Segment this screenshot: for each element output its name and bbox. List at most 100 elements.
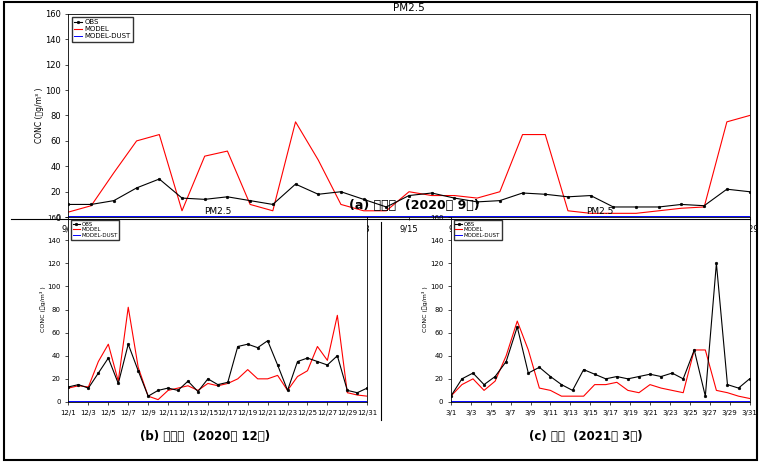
OBS bbox=[712, 261, 721, 266]
OBS bbox=[446, 393, 455, 399]
Y-axis label: CONC (㎍g/m³ ): CONC (㎍g/m³ ) bbox=[422, 286, 428, 333]
OBS bbox=[473, 199, 482, 205]
MODEL bbox=[540, 132, 549, 137]
Text: (b) 겨울철  (2020년 12월): (b) 겨울철 (2020년 12월) bbox=[141, 430, 270, 443]
OBS bbox=[657, 374, 666, 379]
OBS bbox=[609, 204, 618, 210]
MODEL bbox=[263, 376, 272, 382]
OBS bbox=[667, 371, 677, 376]
MODEL bbox=[450, 193, 459, 198]
MODEL-DUST bbox=[654, 213, 664, 219]
OBS bbox=[546, 374, 555, 379]
MODEL bbox=[177, 208, 186, 213]
MODEL-DUST bbox=[501, 398, 511, 404]
MODEL-DUST bbox=[183, 398, 193, 404]
Y-axis label: CONC (㎍g/m³ ): CONC (㎍g/m³ ) bbox=[34, 88, 43, 143]
OBS bbox=[701, 393, 710, 399]
MODEL bbox=[479, 388, 489, 393]
MODEL bbox=[253, 376, 263, 382]
Line: MODEL: MODEL bbox=[68, 307, 368, 400]
MODEL-DUST bbox=[557, 398, 566, 404]
MODEL bbox=[203, 381, 212, 386]
Title: PM2.5: PM2.5 bbox=[393, 3, 425, 13]
MODEL-DUST bbox=[563, 213, 572, 219]
MODEL-DUST bbox=[174, 398, 183, 404]
MODEL bbox=[246, 201, 255, 207]
OBS bbox=[405, 193, 414, 198]
MODEL-DUST bbox=[645, 398, 654, 404]
MODEL-DUST bbox=[491, 398, 500, 404]
MODEL bbox=[734, 393, 743, 399]
OBS bbox=[363, 385, 372, 391]
OBS bbox=[174, 388, 183, 393]
MODEL-DUST bbox=[293, 398, 302, 404]
MODEL bbox=[495, 189, 505, 195]
MODEL bbox=[283, 388, 292, 393]
OBS bbox=[557, 382, 566, 387]
MODEL bbox=[745, 395, 754, 401]
Line: OBS: OBS bbox=[450, 262, 751, 398]
MODEL bbox=[359, 208, 368, 213]
OBS bbox=[103, 355, 113, 361]
OBS bbox=[134, 368, 143, 373]
MODEL-DUST bbox=[333, 398, 342, 404]
MODEL bbox=[632, 211, 641, 216]
MODEL bbox=[352, 392, 361, 398]
OBS bbox=[64, 384, 73, 390]
MODEL-DUST bbox=[203, 398, 212, 404]
MODEL-DUST bbox=[314, 213, 323, 219]
OBS bbox=[64, 201, 73, 207]
OBS bbox=[94, 371, 103, 376]
OBS bbox=[233, 344, 242, 349]
MODEL-DUST bbox=[689, 398, 699, 404]
OBS bbox=[745, 189, 754, 195]
OBS bbox=[313, 359, 322, 364]
MODEL bbox=[291, 119, 300, 125]
MODEL bbox=[473, 195, 482, 201]
MODEL-DUST bbox=[513, 398, 522, 404]
MODEL bbox=[677, 206, 686, 211]
MODEL-DUST bbox=[223, 398, 232, 404]
MODEL-DUST bbox=[113, 398, 123, 404]
OBS bbox=[154, 176, 164, 182]
Title: PM2.5: PM2.5 bbox=[204, 207, 231, 216]
MODEL-DUST bbox=[154, 213, 164, 219]
MODEL bbox=[64, 209, 73, 215]
MODEL-DUST bbox=[352, 398, 361, 404]
OBS bbox=[722, 186, 731, 192]
OBS bbox=[183, 378, 193, 384]
OBS bbox=[223, 380, 232, 385]
MODEL bbox=[513, 318, 522, 324]
MODEL-DUST bbox=[363, 398, 372, 404]
MODEL-DUST bbox=[244, 398, 253, 404]
MODEL-DUST bbox=[601, 398, 610, 404]
MODEL bbox=[273, 372, 282, 378]
MODEL-DUST bbox=[635, 398, 644, 404]
OBS bbox=[124, 341, 133, 347]
MODEL-DUST bbox=[200, 213, 209, 219]
MODEL-DUST bbox=[495, 213, 505, 219]
OBS bbox=[501, 359, 511, 364]
MODEL bbox=[745, 113, 754, 118]
OBS bbox=[679, 376, 688, 382]
MODEL-DUST bbox=[177, 213, 186, 219]
MODEL bbox=[174, 385, 183, 391]
MODEL-DUST bbox=[273, 398, 282, 404]
MODEL bbox=[244, 367, 253, 372]
Text: (a) 가을철  (2020년 9월): (a) 가을철 (2020년 9월) bbox=[349, 199, 480, 212]
MODEL bbox=[446, 393, 455, 399]
OBS bbox=[479, 382, 489, 387]
MODEL-DUST bbox=[263, 398, 272, 404]
MODEL-DUST bbox=[74, 398, 83, 404]
MODEL-DUST bbox=[268, 213, 277, 219]
OBS bbox=[524, 371, 533, 376]
MODEL bbox=[74, 383, 83, 389]
MODEL-DUST bbox=[124, 398, 133, 404]
OBS bbox=[632, 204, 641, 210]
MODEL bbox=[613, 380, 622, 385]
MODEL bbox=[223, 381, 232, 386]
MODEL-DUST bbox=[154, 398, 163, 404]
MODEL-DUST bbox=[722, 213, 731, 219]
OBS bbox=[535, 365, 544, 370]
MODEL-DUST bbox=[657, 398, 666, 404]
